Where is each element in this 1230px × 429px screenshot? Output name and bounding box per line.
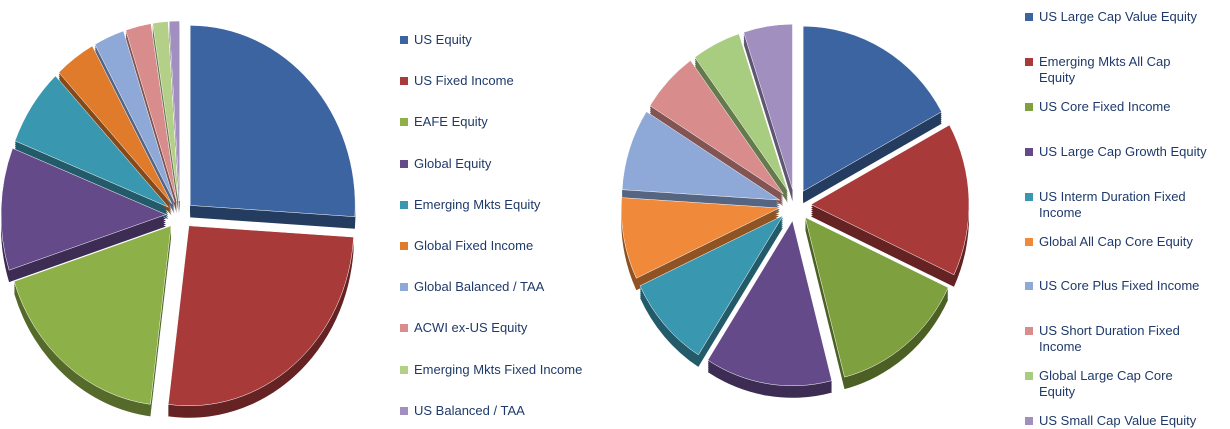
legend-item: EAFE Equity [400, 114, 630, 130]
legend-item: Global Fixed Income [400, 238, 630, 254]
legend-item: US Core Plus Fixed Income [1025, 278, 1225, 294]
slice-side [152, 27, 179, 208]
slice [14, 75, 169, 208]
slice [189, 25, 356, 217]
slice [694, 33, 788, 191]
legend-swatch [400, 242, 408, 250]
slice [13, 225, 172, 405]
legend-item: Global All Cap Core Equity [1025, 234, 1225, 250]
legend-swatch [1025, 57, 1033, 66]
legend-item: Emerging Mkts Fixed Income [400, 362, 630, 378]
legend-swatch [400, 324, 408, 333]
slice [58, 45, 172, 204]
slice [707, 220, 833, 387]
legend-swatch [1025, 102, 1033, 111]
legend-label: US Balanced / TAA [414, 402, 525, 418]
legend-item: US Large Cap Value Equity [1025, 9, 1225, 25]
legend-label: Emerging Mkts Equity [414, 196, 541, 212]
legend-swatch [1025, 13, 1033, 21]
slice-side [152, 25, 179, 206]
legend-swatch [400, 365, 408, 374]
legend-label: Emerging Mkts All Cap Equity [1039, 53, 1171, 85]
legend-swatch [1025, 417, 1033, 426]
slice [621, 197, 781, 279]
legend-label: EAFE Equity [414, 114, 488, 130]
legend-swatch [400, 283, 408, 292]
legend-item: US Small Cap Value Equity [1025, 413, 1225, 429]
slice [639, 214, 784, 356]
legend-label: US Interm Duration Fixed Income [1039, 188, 1186, 220]
legend-label: Global All Cap Core Equity [1039, 233, 1193, 249]
slice-side [152, 29, 179, 210]
legend-label: US Core Plus Fixed Income [1039, 278, 1200, 294]
legend-item: US Short Duration Fixed Income [1025, 323, 1225, 355]
legend-swatch [400, 406, 408, 415]
legend-swatch [1025, 327, 1033, 336]
legend-label: Emerging Mkts Fixed Income [414, 361, 583, 377]
legend-item: US Equity [400, 32, 630, 48]
legend-label: US Large Cap Growth Equity [1039, 143, 1207, 159]
slice [743, 23, 793, 190]
legend-item: Global Balanced / TAA [400, 279, 630, 295]
legend-item: US Large Cap Growth Equity [1025, 144, 1225, 160]
slice [167, 225, 354, 407]
slice [621, 111, 781, 201]
legend-label: Global Fixed Income [414, 238, 534, 253]
legend-swatch [400, 36, 408, 44]
slice [168, 20, 180, 202]
legend-item: Emerging Mkts Equity [400, 197, 630, 213]
legend-swatch [1025, 237, 1033, 246]
legend-label: Global Equity [414, 155, 492, 171]
slice [125, 23, 177, 202]
legend-item: US Balanced / TAA [400, 403, 630, 419]
slice [804, 216, 949, 378]
legend-item: Emerging Mkts All Cap Equity [1025, 54, 1225, 86]
legend-label: US Fixed Income [414, 73, 514, 89]
legend-item: Global Large Cap Core Equity [1025, 368, 1225, 400]
slice-side [152, 31, 179, 212]
legend-swatch [1025, 282, 1033, 291]
legend-swatch [1025, 147, 1033, 156]
slice [802, 25, 942, 192]
legend-swatch [1025, 372, 1033, 381]
legend-swatch [400, 77, 408, 86]
slice [810, 124, 970, 276]
legend-label: US Small Cap Value Equity [1039, 413, 1197, 429]
legend-label: US Core Fixed Income [1039, 98, 1171, 114]
legend-label: US Equity [414, 32, 472, 47]
legend-swatch [1025, 192, 1033, 201]
legend-item: US Interm Duration Fixed Income [1025, 189, 1225, 221]
legend-label: ACWI ex-US Equity [414, 320, 528, 336]
legend-swatch [400, 118, 408, 127]
legend-swatch [400, 159, 408, 168]
legend-item: US Fixed Income [400, 73, 630, 89]
legend-label: Global Large Cap Core Equity [1039, 368, 1173, 400]
legend-label: US Short Duration Fixed Income [1039, 323, 1180, 355]
legend-label: Global Balanced / TAA [414, 279, 545, 295]
legend-item: ACWI ex-US Equity [400, 320, 630, 336]
legend-swatch [400, 200, 408, 209]
slice [649, 60, 784, 195]
legend-item: US Core Fixed Income [1025, 99, 1225, 115]
legend-item: Global Equity [400, 156, 630, 172]
slice [152, 21, 179, 202]
slice [94, 30, 175, 203]
legend-label: US Large Cap Value Equity [1039, 9, 1198, 24]
slice [0, 147, 167, 271]
